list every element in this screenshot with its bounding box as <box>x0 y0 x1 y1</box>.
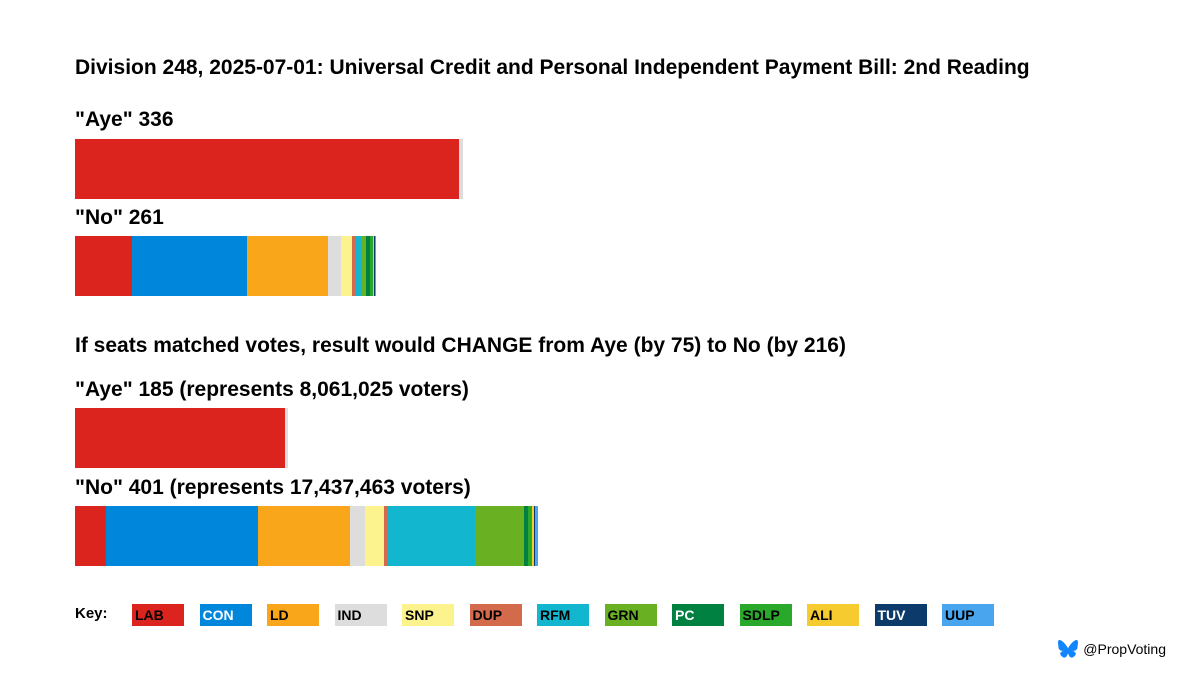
bar-segment-snp <box>341 236 352 296</box>
bar-segment-uup <box>374 236 377 296</box>
bar-segment-con <box>106 506 259 566</box>
bar-segment-ind <box>327 236 342 296</box>
bar-segment-lab <box>75 236 132 296</box>
bar-segment-ali <box>531 506 535 566</box>
bar-segment-rfm <box>356 236 362 296</box>
legend-item-tuv: TUV <box>874 604 927 626</box>
legend-item-rfm: RFM <box>537 604 589 626</box>
legend-item-grn: GRN <box>604 604 657 626</box>
legend-item-snp: SNP <box>402 604 454 626</box>
credit-handle: @PropVoting <box>1083 641 1166 657</box>
bar-segment-dup <box>384 506 388 566</box>
bar-segment-pc <box>365 236 371 296</box>
bar-segment-grn <box>475 506 524 566</box>
bar-segment-lab <box>75 506 107 566</box>
legend-item-lab: LAB <box>132 604 184 626</box>
legend-item-ind: IND <box>334 604 387 626</box>
credit[interactable]: @PropVoting <box>1058 640 1166 658</box>
proportional-result-subtitle: If seats matched votes, result would CHA… <box>75 334 846 357</box>
bar-segment-lab <box>75 408 285 468</box>
no-actual-label: "No" 261 <box>75 206 164 229</box>
bar-segment-grn <box>361 236 366 296</box>
legend-item-con: CON <box>199 604 252 626</box>
bar-segment-lab <box>75 139 460 199</box>
bar-segment-ld <box>258 506 350 566</box>
bar-segment-sdlp <box>528 506 532 566</box>
bar-segment-con <box>131 236 247 296</box>
bar-segment-ind <box>284 408 289 468</box>
bar-segment-rfm <box>387 506 476 566</box>
bar-segment-uup <box>535 506 538 566</box>
no-proportional-label: "No" 401 (represents 17,437,463 voters) <box>75 476 471 499</box>
bar-segment-ld <box>246 236 328 296</box>
bar-segment-snp <box>364 506 385 566</box>
legend-item-sdlp: SDLP <box>739 604 792 626</box>
legend-item-ali: ALI <box>807 604 859 626</box>
legend-item-ld: LD <box>267 604 319 626</box>
bar-segment-tuv <box>373 236 375 296</box>
aye-actual-label: "Aye" 336 <box>75 108 174 131</box>
legend-key-label: Key: <box>75 605 108 622</box>
chart-title: Division 248, 2025-07-01: Universal Cred… <box>75 56 1030 79</box>
legend-item-dup: DUP <box>469 604 522 626</box>
bar-segment-sdlp <box>370 236 373 296</box>
bar-segment-dup <box>351 236 357 296</box>
bar-segment-ind <box>349 506 365 566</box>
bar-segment-tuv <box>534 506 536 566</box>
legend-item-uup: UUP <box>942 604 994 626</box>
bar-segment-ali <box>372 236 374 296</box>
bar-segment-ind <box>459 139 463 199</box>
butterfly-icon <box>1058 640 1079 658</box>
bar-segment-pc <box>523 506 529 566</box>
legend-item-pc: PC <box>672 604 724 626</box>
aye-proportional-label: "Aye" 185 (represents 8,061,025 voters) <box>75 378 469 401</box>
